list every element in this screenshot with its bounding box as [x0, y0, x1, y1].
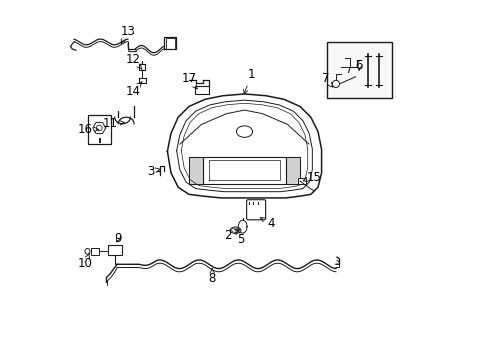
Polygon shape — [285, 157, 300, 184]
Text: 4: 4 — [260, 217, 275, 230]
Text: 7: 7 — [321, 72, 332, 87]
Text: 1: 1 — [243, 68, 255, 94]
Bar — [88, 115, 111, 144]
Text: 6: 6 — [355, 59, 362, 72]
Text: 15: 15 — [303, 171, 321, 184]
Text: 14: 14 — [125, 82, 142, 98]
Bar — [195, 86, 208, 94]
Text: 16: 16 — [77, 123, 99, 136]
FancyBboxPatch shape — [246, 200, 265, 220]
Ellipse shape — [85, 248, 90, 254]
Text: 5: 5 — [235, 230, 244, 246]
Text: 13: 13 — [120, 25, 135, 44]
Ellipse shape — [236, 126, 252, 137]
Text: 10: 10 — [77, 254, 92, 270]
Text: 3: 3 — [147, 165, 160, 177]
Circle shape — [96, 125, 102, 131]
Text: 9: 9 — [114, 231, 122, 244]
Text: 12: 12 — [125, 53, 142, 69]
Ellipse shape — [231, 228, 239, 232]
Circle shape — [332, 80, 339, 87]
Ellipse shape — [230, 227, 241, 233]
Text: 17: 17 — [181, 72, 197, 89]
Text: 2: 2 — [224, 229, 239, 242]
Bar — [108, 245, 122, 255]
Bar — [298, 178, 305, 184]
Bar — [91, 248, 99, 255]
Text: 8: 8 — [208, 269, 216, 285]
Bar — [326, 42, 391, 98]
Polygon shape — [188, 157, 203, 184]
Text: 11: 11 — [102, 117, 124, 130]
